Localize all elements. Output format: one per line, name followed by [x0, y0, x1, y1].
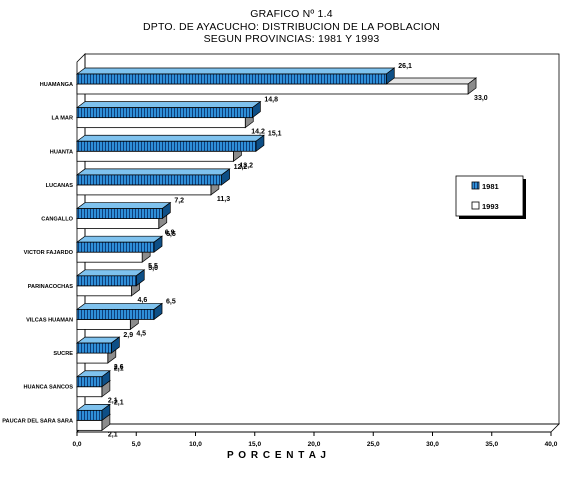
value-label-1993-lucanas: 11,3 [217, 196, 230, 203]
bar-1993-huamanga-face [76, 83, 469, 95]
bars-layer [75, 67, 478, 432]
bar-1981-vilcas-huaman-face [76, 309, 155, 320]
value-label-1981-la-mar: 14,8 [264, 97, 278, 104]
bar-1993-lucanas-face [76, 184, 212, 196]
bar-1981-parinacochas [75, 269, 146, 287]
bar-1981-vilcas-huaman-top [75, 303, 164, 310]
category-label-huanca-sancos: HUANCA SANCOS [23, 385, 73, 391]
bar-1981-cangallo-face [76, 208, 163, 219]
bar-1993-huanca-sancos-face [76, 386, 103, 398]
bar-1981-la-mar-top [75, 101, 262, 108]
value-label-1993-parinacochas: 4,6 [138, 297, 148, 304]
category-label-parinacochas: PARINACOCHAS [28, 284, 74, 290]
x-axis: 0,0 5,0 10,0 15,0 20,0 25,0 30,0 35,0 40,0 P O R … [72, 431, 558, 461]
bar-1981-huamanga-top [75, 67, 396, 75]
category-label-huamanga: HUAMANGA [40, 82, 73, 88]
bar-1981-vilcas-huaman [75, 302, 164, 321]
chart-title-block: GRAFICO Nº 1.4 DPTO. DE AYACUCHO: DISTRI… [0, 8, 583, 46]
bar-1981-huanca-sancos-face [76, 376, 103, 388]
bar-1981-sucre-face [76, 342, 112, 354]
bar-1981-paucar-del-sara-sara-face [76, 409, 103, 421]
x-tick-label-5: 25,0 [367, 441, 380, 448]
bar-1993-paucar-del-sara-sara-face [76, 419, 103, 431]
category-label-sucre: SUCRE [53, 351, 73, 357]
bar-1981-paucar-del-sara-sara [75, 403, 111, 422]
value-label-1981-cangallo: 7,2 [174, 198, 184, 205]
plot-floor [76, 423, 560, 433]
bar-1981-huanta [75, 134, 265, 152]
x-axis-title: P O R C E N T A J [227, 450, 327, 461]
category-label-la-mar: LA MAR [51, 116, 73, 122]
bar-1981-victor-fajardo-face [76, 241, 155, 253]
value-label-1981-huanca-sancos: 2,1 [114, 366, 124, 373]
bar-1993-cangallo-face [76, 218, 160, 229]
bar-1981-parinacochas-face [76, 275, 137, 287]
x-tick-label-0: 0,0 [72, 441, 81, 448]
bar-1993-victor-fajardo-face [76, 251, 143, 263]
bar-1981-lucanas-top [75, 168, 231, 176]
legend-label-1993: 1993 [482, 202, 499, 211]
x-tick-label-8: 40,0 [545, 441, 558, 448]
value-label-1981-huamanga: 26,1 [398, 63, 412, 70]
value-label-1981-vilcas-huaman: 6,5 [166, 298, 176, 305]
bar-1981-victor-fajardo-top [75, 235, 164, 243]
value-label-1981-lucanas: 12,2 [234, 164, 248, 171]
bar-1981-sucre [75, 336, 121, 354]
value-label-1981-victor-fajardo: 6,5 [166, 231, 176, 238]
bar-1981-la-mar-face [76, 107, 253, 119]
bar-1981-victor-fajardo [75, 235, 164, 253]
category-label-huanta: HUANTA [50, 149, 73, 155]
legend-swatch-1981 [471, 181, 480, 190]
value-labels-layer: HUAMANGA 26,1 33,0 LA MAR 14,8 14,2 HUANTA 15,1… [2, 63, 488, 438]
value-label-1981-parinacochas: 5,0 [148, 265, 158, 272]
bar-1981-lucanas [75, 168, 231, 186]
legend-label-1981: 1981 [482, 182, 499, 191]
value-label-1993-sucre: 2,6 [114, 364, 124, 371]
value-label-1981-paucar-del-sara-sara: 2,1 [114, 399, 124, 406]
value-label-1981-huanta: 15,1 [268, 130, 282, 137]
bar-1993-sucre-face [76, 352, 109, 364]
x-tick-label-1: 5,0 [132, 441, 141, 448]
bar-1981-huanca-sancos [75, 370, 111, 388]
value-label-1993-huamanga: 33,0 [474, 95, 488, 102]
category-label-victor-fajardo: VICTOR FAJARDO [24, 250, 74, 256]
legend-box [455, 175, 524, 217]
x-tick-label-7: 35,0 [485, 441, 498, 448]
chart-title: GRAFICO Nº 1.4 [250, 8, 333, 20]
bar-1993-vilcas-huaman-face [76, 319, 131, 330]
value-label-1993-vilcas-huaman: 4,5 [136, 330, 146, 337]
x-tick-label-6: 30,0 [426, 441, 439, 448]
category-label-vilcas-huaman: VILCAS HUAMAN [26, 317, 73, 323]
value-label-1993-la-mar: 14,2 [251, 129, 265, 136]
category-label-lucanas: LUCANAS [46, 183, 74, 189]
bar-1981-huamanga-face [76, 73, 387, 85]
bar-1993-huanta-face [76, 150, 234, 162]
category-label-cangallo: CANGALLO [41, 217, 73, 223]
value-label-1993-victor-fajardo: 5,5 [148, 263, 158, 270]
bar-1981-la-mar [75, 100, 262, 119]
bar-1981-cangallo [75, 201, 172, 220]
bar-1981-huanta-face [76, 140, 257, 152]
x-tick-label-2: 10,0 [189, 441, 202, 448]
value-label-1993-paucar-del-sara-sara: 2,1 [108, 431, 118, 438]
chart-subtitle-line-2: SEGUN PROVINCIAS: 1981 Y 1993 [203, 33, 380, 45]
value-label-1993-cangallo: 6,9 [165, 230, 175, 237]
bar-1981-huamanga [75, 67, 396, 85]
bar-1993-parinacochas-face [76, 285, 132, 297]
legend: 1981 1993 [455, 175, 526, 219]
x-tick-label-3: 15,0 [248, 441, 261, 448]
bar-1981-parinacochas-top [75, 269, 146, 277]
chart-subtitle-line-1: DPTO. DE AYACUCHO: DISTRIBUCION DE LA PO… [142, 20, 441, 33]
value-label-1981-sucre: 2,9 [123, 332, 133, 339]
value-label-1993-huanca-sancos: 2,1 [108, 398, 118, 405]
category-label-paucar-del-sara-sara: PAUCAR DEL SARA SARA [2, 418, 73, 424]
x-tick-label-4: 20,0 [308, 441, 321, 448]
legend-swatch-1993 [471, 201, 480, 210]
bar-1981-huanta-top [75, 134, 265, 142]
bar-1981-cangallo-top [75, 202, 172, 209]
bar-1981-lucanas-face [76, 174, 222, 186]
value-label-1993-huanta: 13,2 [239, 162, 253, 169]
bar-1993-la-mar-face [76, 117, 246, 129]
